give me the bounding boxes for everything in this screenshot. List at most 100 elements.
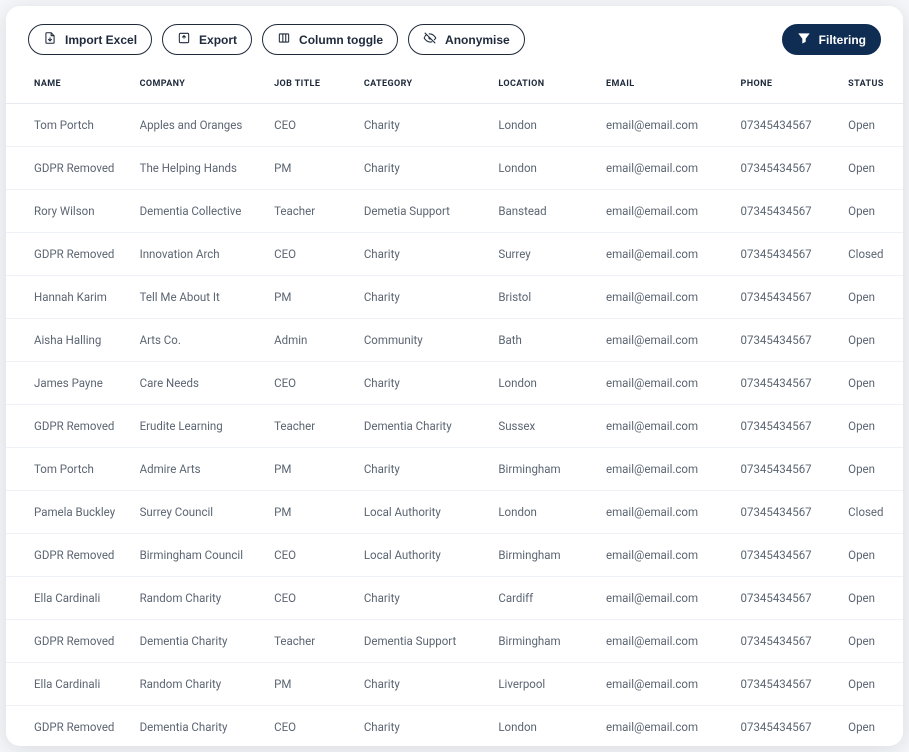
cell-phone: 07345434567 [733, 276, 841, 319]
cell-status: Open [840, 448, 903, 491]
table-row[interactable]: GDPR RemovedDementia CharityTeacherDemen… [6, 620, 903, 663]
cell-email: email@email.com [598, 405, 733, 448]
col-header-status[interactable]: STATUS [840, 65, 903, 104]
cell-email: email@email.com [598, 491, 733, 534]
import-icon [43, 31, 57, 48]
col-header-category[interactable]: CATEGORY [356, 65, 491, 104]
anonymise-button[interactable]: Anonymise [408, 24, 525, 55]
cell-category: Charity [356, 147, 491, 190]
cell-company: The Helping Hands [132, 147, 267, 190]
cell-email: email@email.com [598, 706, 733, 747]
table-row[interactable]: GDPR RemovedThe Helping HandsPMCharityLo… [6, 147, 903, 190]
cell-jobtitle: PM [266, 276, 356, 319]
table-row[interactable]: Ella CardinaliRandom CharityPMCharityLiv… [6, 663, 903, 706]
cell-category: Local Authority [356, 534, 491, 577]
cell-email: email@email.com [598, 534, 733, 577]
cell-company: Birmingham Council [132, 534, 267, 577]
cell-location: London [490, 491, 598, 534]
cell-jobtitle: Teacher [266, 620, 356, 663]
cell-category: Local Authority [356, 491, 491, 534]
table-row[interactable]: Tom PortchAdmire ArtsPMCharityBirmingham… [6, 448, 903, 491]
table-row[interactable]: Aisha HallingArts Co.AdminCommunityBathe… [6, 319, 903, 362]
cell-jobtitle: PM [266, 663, 356, 706]
cell-company: Dementia Charity [132, 706, 267, 747]
col-header-company[interactable]: COMPANY [132, 65, 267, 104]
col-header-location[interactable]: LOCATION [490, 65, 598, 104]
cell-company: Erudite Learning [132, 405, 267, 448]
cell-name: James Payne [6, 362, 132, 405]
table-row[interactable]: Rory WilsonDementia CollectiveTeacherDem… [6, 190, 903, 233]
cell-phone: 07345434567 [733, 706, 841, 747]
table-row[interactable]: GDPR RemovedErudite LearningTeacherDemen… [6, 405, 903, 448]
table-row[interactable]: Tom PortchApples and OrangesCEOCharityLo… [6, 104, 903, 147]
cell-location: Cardiff [490, 577, 598, 620]
cell-status: Open [840, 190, 903, 233]
cell-phone: 07345434567 [733, 448, 841, 491]
table-row[interactable]: Pamela BuckleySurrey CouncilPMLocal Auth… [6, 491, 903, 534]
column-toggle-button[interactable]: Column toggle [262, 24, 398, 55]
cell-company: Care Needs [132, 362, 267, 405]
cell-email: email@email.com [598, 577, 733, 620]
cell-jobtitle: PM [266, 147, 356, 190]
cell-phone: 07345434567 [733, 233, 841, 276]
import-excel-button[interactable]: Import Excel [28, 24, 152, 55]
cell-jobtitle: CEO [266, 534, 356, 577]
cell-location: Bristol [490, 276, 598, 319]
cell-company: Admire Arts [132, 448, 267, 491]
cell-location: Surrey [490, 233, 598, 276]
column-toggle-label: Column toggle [299, 33, 383, 47]
export-label: Export [199, 33, 237, 47]
cell-phone: 07345434567 [733, 147, 841, 190]
cell-location: Sussex [490, 405, 598, 448]
cell-email: email@email.com [598, 147, 733, 190]
cell-email: email@email.com [598, 319, 733, 362]
cell-company: Dementia Charity [132, 620, 267, 663]
table-row[interactable]: GDPR RemovedDementia CharityCEOCharityLo… [6, 706, 903, 747]
cell-jobtitle: CEO [266, 577, 356, 620]
table-row[interactable]: GDPR RemovedInnovation ArchCEOCharitySur… [6, 233, 903, 276]
cell-name: Rory Wilson [6, 190, 132, 233]
cell-company: Random Charity [132, 577, 267, 620]
table-row[interactable]: GDPR RemovedBirmingham CouncilCEOLocal A… [6, 534, 903, 577]
cell-category: Charity [356, 362, 491, 405]
cell-name: Ella Cardinali [6, 577, 132, 620]
cell-location: Bath [490, 319, 598, 362]
cell-phone: 07345434567 [733, 190, 841, 233]
filtering-button[interactable]: Filtering [782, 24, 881, 55]
cell-company: Apples and Oranges [132, 104, 267, 147]
cell-category: Charity [356, 706, 491, 747]
cell-location: Birmingham [490, 534, 598, 577]
anonymise-label: Anonymise [445, 33, 510, 47]
cell-name: GDPR Removed [6, 233, 132, 276]
table-row[interactable]: Ella CardinaliRandom CharityCEOCharityCa… [6, 577, 903, 620]
filter-icon [797, 31, 811, 48]
cell-status: Open [840, 319, 903, 362]
export-icon [177, 31, 191, 48]
table-row[interactable]: Hannah KarimTell Me About ItPMCharityBri… [6, 276, 903, 319]
cell-email: email@email.com [598, 104, 733, 147]
cell-name: GDPR Removed [6, 706, 132, 747]
cell-category: Charity [356, 104, 491, 147]
cell-company: Arts Co. [132, 319, 267, 362]
col-header-phone[interactable]: PHONE [733, 65, 841, 104]
filtering-label: Filtering [819, 33, 866, 47]
col-header-name[interactable]: NAME [6, 65, 132, 104]
cell-jobtitle: Admin [266, 319, 356, 362]
data-table-card: Import Excel Export Column toggle Anonym… [6, 6, 903, 746]
cell-status: Open [840, 706, 903, 747]
col-header-email[interactable]: EMAIL [598, 65, 733, 104]
cell-status: Closed [840, 233, 903, 276]
cell-phone: 07345434567 [733, 491, 841, 534]
cell-phone: 07345434567 [733, 663, 841, 706]
export-button[interactable]: Export [162, 24, 252, 55]
col-header-jobtitle[interactable]: JOB TITLE [266, 65, 356, 104]
table-row[interactable]: James PayneCare NeedsCEOCharityLondonema… [6, 362, 903, 405]
cell-category: Charity [356, 663, 491, 706]
cell-email: email@email.com [598, 620, 733, 663]
cell-category: Charity [356, 577, 491, 620]
cell-category: Community [356, 319, 491, 362]
cell-phone: 07345434567 [733, 620, 841, 663]
table-container: NAME COMPANY JOB TITLE CATEGORY LOCATION… [6, 65, 903, 746]
cell-status: Open [840, 534, 903, 577]
cell-jobtitle: Teacher [266, 405, 356, 448]
